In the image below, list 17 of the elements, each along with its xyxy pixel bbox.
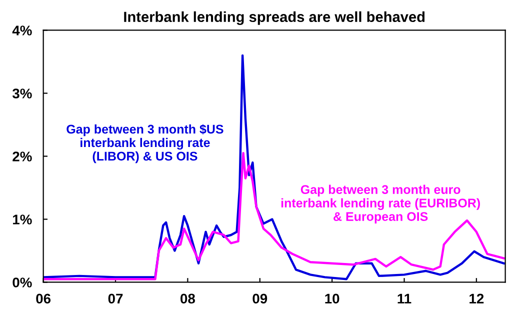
series-label: Gap between 3 month $US interbank lending rate (LIBOR) & US OIS — [66, 124, 224, 164]
x-tick-label: 07 — [108, 294, 123, 304]
y-tick-label: 3% — [12, 88, 32, 98]
x-tick-label: 08 — [180, 294, 195, 304]
y-tick-label: 4% — [12, 26, 32, 36]
line-series — [43, 152, 505, 280]
chart-title: Interbank lending spreads are well behaved — [124, 11, 425, 25]
y-tick-label: 1% — [13, 214, 32, 224]
y-tick-label: 0% — [12, 278, 32, 288]
x-tick-label: 12 — [470, 294, 484, 304]
line-series — [43, 54, 505, 280]
x-tick-label: 10 — [325, 294, 340, 304]
y-tick-label: 2% — [12, 152, 32, 162]
series-label: Gap between 3 month euro interbank lending rate (EURIBOR) & European OIS — [281, 184, 480, 224]
x-tick-label: 09 — [252, 294, 268, 304]
x-tick-label: 06 — [36, 294, 51, 304]
x-tick-label: 11 — [398, 294, 412, 304]
